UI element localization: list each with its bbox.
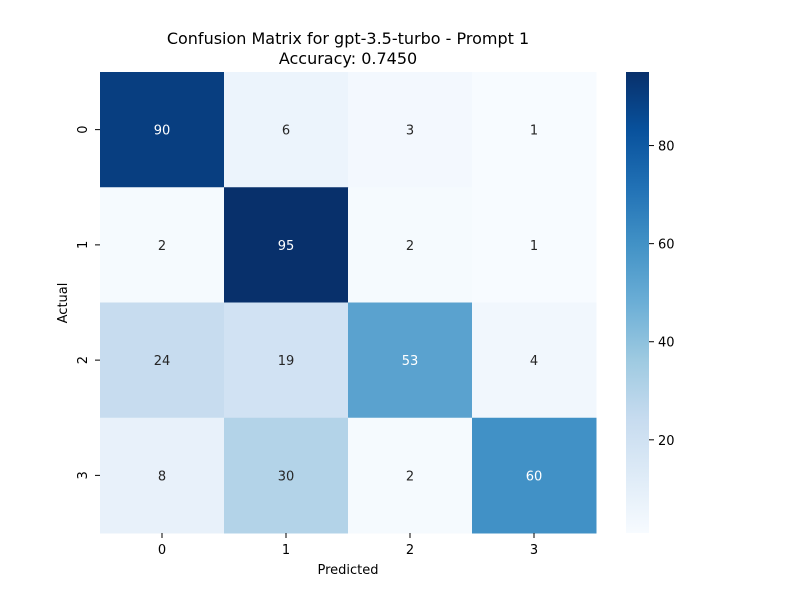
cell-value-label: 53 xyxy=(402,354,419,369)
cell-value-label: 95 xyxy=(278,239,295,254)
cell-value-label: 19 xyxy=(278,354,295,369)
chart-title: Confusion Matrix for gpt-3.5-turbo - Pro… xyxy=(167,29,529,48)
cell-value-label: 8 xyxy=(158,469,166,484)
y-axis-ticks: 0 1 2 3 xyxy=(76,125,100,480)
cell-value-label: 1 xyxy=(530,239,538,254)
heatmap-cell xyxy=(472,72,597,188)
colorbar-tick-label: 20 xyxy=(658,434,675,449)
colorbar-tick-label: 60 xyxy=(658,238,675,253)
heatmap-cell xyxy=(224,302,349,419)
y-axis-label: Actual xyxy=(56,283,71,324)
x-tick-label: 3 xyxy=(530,543,538,558)
x-tick-label: 1 xyxy=(282,543,290,558)
heatmap-cell xyxy=(100,72,225,188)
heatmap-cell xyxy=(472,187,597,303)
heatmap-cells: 90 6 3 1 2 95 2 1 24 19 53 4 8 30 2 60 xyxy=(100,72,597,534)
y-tick-label: 0 xyxy=(76,125,91,133)
heatmap-cell xyxy=(348,187,473,303)
cell-value-label: 2 xyxy=(406,469,414,484)
cell-value-label: 4 xyxy=(530,354,538,369)
heatmap-cell xyxy=(348,302,473,419)
x-axis-label: Predicted xyxy=(317,563,378,578)
cell-value-label: 90 xyxy=(154,124,171,139)
cell-value-label: 6 xyxy=(282,124,290,139)
x-axis-ticks: 0 1 2 3 xyxy=(158,533,538,558)
y-tick-label: 3 xyxy=(76,471,91,479)
cell-value-label: 60 xyxy=(526,469,543,484)
y-tick-label: 1 xyxy=(76,241,91,249)
heatmap-cell xyxy=(472,302,597,419)
colorbar-ticks: 20 40 60 80 xyxy=(649,140,675,449)
heatmap-cell xyxy=(224,417,349,534)
cell-value-label: 2 xyxy=(158,239,166,254)
heatmap-cell xyxy=(100,417,225,534)
x-tick-label: 2 xyxy=(406,543,414,558)
heatmap-cell xyxy=(348,72,473,188)
heatmap-cell xyxy=(224,187,349,303)
cell-value-label: 3 xyxy=(406,124,414,139)
heatmap-cell xyxy=(100,302,225,419)
heatmap-cell xyxy=(348,417,473,534)
colorbar-tick-label: 40 xyxy=(658,336,675,351)
x-tick-label: 0 xyxy=(158,543,166,558)
y-tick-label: 2 xyxy=(76,356,91,364)
cell-value-label: 2 xyxy=(406,239,414,254)
cell-value-label: 1 xyxy=(530,124,538,139)
colorbar xyxy=(626,72,649,533)
cell-value-label: 24 xyxy=(154,354,171,369)
heatmap-cell xyxy=(472,417,597,534)
colorbar-tick-label: 80 xyxy=(658,140,675,155)
chart-subtitle: Accuracy: 0.7450 xyxy=(279,49,417,68)
heatmap-cell xyxy=(224,72,349,188)
cell-value-label: 30 xyxy=(278,469,295,484)
heatmap-cell xyxy=(100,187,225,303)
